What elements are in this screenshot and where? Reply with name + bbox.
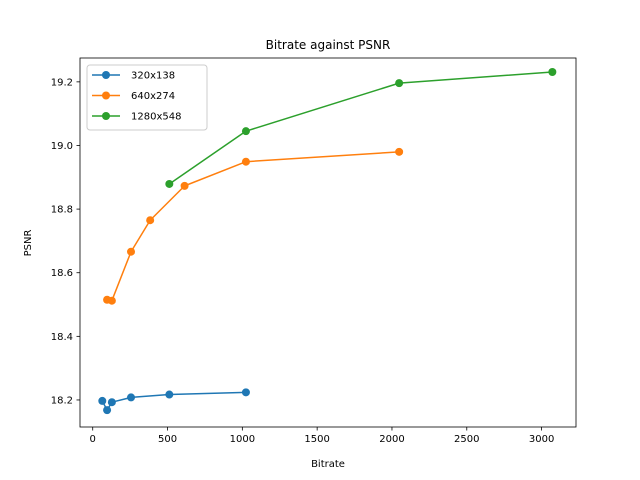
y-tick-label: 18.2 <box>51 395 73 406</box>
legend-marker-1280x548 <box>102 112 110 120</box>
series-line-1280x548 <box>168 71 553 185</box>
data-point-640x274 <box>395 147 404 156</box>
x-tick-label: 0 <box>90 434 96 445</box>
x-tick-label: 2000 <box>379 434 404 445</box>
data-point-1280x548 <box>165 179 174 188</box>
legend-label-640x274: 640x274 <box>131 91 175 102</box>
data-point-320x138 <box>241 388 250 397</box>
y-tick-label: 18.8 <box>51 205 73 216</box>
legend-label-320x138: 320x138 <box>131 71 175 82</box>
x-tick-label: 3000 <box>529 434 554 445</box>
y-tick-label: 19.0 <box>51 141 73 152</box>
legend-box <box>86 64 208 131</box>
data-point-320x138 <box>165 390 174 399</box>
x-tick-label: 1500 <box>304 434 329 445</box>
x-tick-label: 500 <box>158 434 177 445</box>
data-point-320x138 <box>98 396 107 405</box>
data-point-640x274 <box>107 296 116 305</box>
data-point-640x274 <box>180 181 189 190</box>
data-point-1280x548 <box>241 127 250 136</box>
x-tick-label: 2500 <box>454 434 479 445</box>
x-tick-label: 1000 <box>230 434 255 445</box>
x-axis: 0 500 1000 1500 2000 2500 3000 <box>90 427 554 445</box>
data-point-1280x548 <box>548 67 557 76</box>
legend-label-1280x548: 1280x548 <box>131 112 181 123</box>
chart-title: Bitrate against PSNR <box>266 38 391 52</box>
data-point-320x138 <box>127 393 136 402</box>
y-tick-label: 19.2 <box>51 77 73 88</box>
data-point-640x274 <box>127 247 136 256</box>
axes-frame <box>79 57 577 428</box>
legend-marker-640x274 <box>102 91 110 100</box>
data-point-1280x548 <box>395 79 404 88</box>
y-tick-label: 18.4 <box>51 332 73 343</box>
data-point-320x138 <box>107 398 116 407</box>
y-axis: 18.2 18.4 18.6 18.8 19.0 19.2 <box>51 77 80 406</box>
legend-marker-320x138 <box>102 71 110 79</box>
plot-area <box>98 67 557 415</box>
y-axis-label: PSNR <box>23 230 34 257</box>
data-point-320x138 <box>103 406 112 415</box>
legend: 320x138 640x274 1280x548 <box>86 64 208 131</box>
x-axis-label: Bitrate <box>311 459 345 470</box>
data-point-640x274 <box>241 157 250 166</box>
data-point-640x274 <box>146 216 155 225</box>
y-tick-label: 18.6 <box>51 268 73 279</box>
